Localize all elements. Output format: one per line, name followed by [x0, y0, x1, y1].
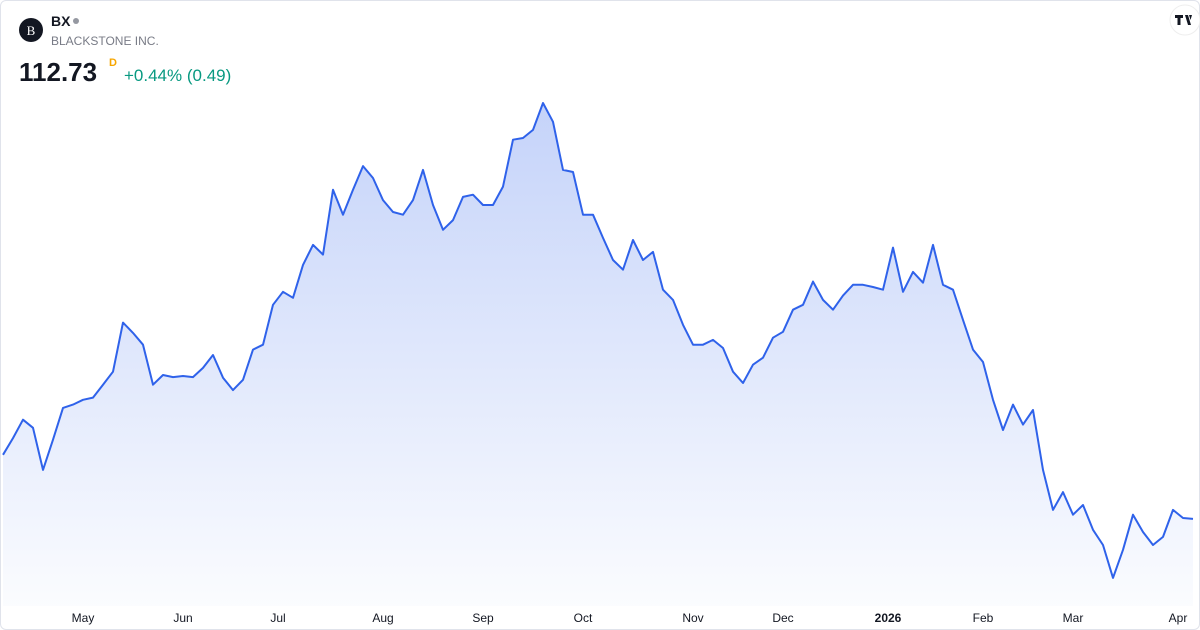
- x-tick-label: Mar: [1063, 611, 1084, 625]
- logo-letter: B: [27, 23, 36, 38]
- x-tick-label: May: [72, 611, 95, 625]
- x-tick-label: 2026: [875, 611, 902, 625]
- logo: [19, 18, 43, 42]
- x-tick-label: Feb: [973, 611, 994, 625]
- x-tick-label: Sep: [472, 611, 494, 625]
- x-tick-label: Jul: [270, 611, 285, 625]
- tradingview-logo[interactable]: [1169, 4, 1200, 36]
- x-tick-label: Apr: [1169, 611, 1188, 625]
- company-name: BLACKSTONE INC.: [51, 34, 159, 48]
- price: 112.73: [19, 57, 97, 87]
- symbol: BX: [51, 13, 71, 29]
- area-fill: [3, 103, 1193, 606]
- x-tick-label: Oct: [574, 611, 593, 625]
- price-line: [2, 102, 1194, 579]
- status-dot: [73, 18, 79, 24]
- x-tick-label: Jun: [173, 611, 192, 625]
- x-tick-label: Nov: [682, 611, 703, 625]
- x-tick-label: Dec: [772, 611, 793, 625]
- interval: D: [109, 57, 117, 69]
- price-change: +0.44% (0.49): [124, 66, 231, 85]
- x-tick-label: Aug: [372, 611, 393, 625]
